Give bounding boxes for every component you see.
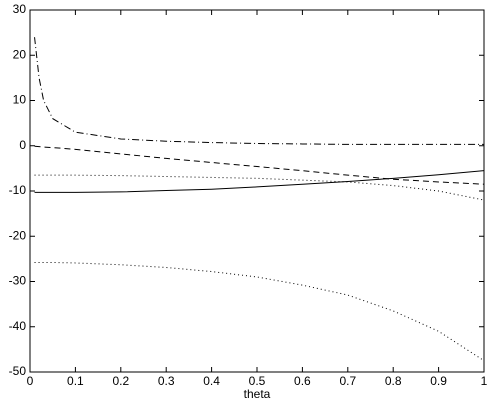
y-tick-label: -50 (9, 364, 27, 378)
x-tick-label: 0.9 (430, 374, 447, 388)
data-line (34, 170, 485, 193)
y-tick-label: -40 (9, 319, 27, 333)
y-tick-label: -30 (9, 274, 27, 288)
x-tick-label: 0.8 (385, 374, 402, 388)
x-tick-label: 1 (481, 374, 488, 388)
x-tick-label: 0.7 (339, 374, 356, 388)
y-tick-label: 30 (13, 2, 27, 16)
y-tick-label: 10 (13, 93, 27, 107)
x-tick-label: 0.1 (67, 374, 84, 388)
plot-frame (29, 9, 485, 373)
data-line (34, 174, 485, 201)
data-line (34, 262, 485, 362)
x-tick-label: 0.6 (294, 374, 311, 388)
x-tick-label: 0.3 (158, 374, 175, 388)
x-axis-label: theta (244, 387, 271, 401)
data-line (34, 37, 484, 145)
x-tick-label: 0.5 (249, 374, 266, 388)
y-tick-label: -20 (9, 228, 27, 242)
x-tick-label: 0 (27, 374, 34, 388)
y-tick-label: 0 (19, 138, 26, 152)
y-tick-label: 20 (13, 47, 27, 61)
y-tick-label: -10 (9, 183, 27, 197)
x-tick-label: 0.4 (203, 374, 220, 388)
x-tick-label: 0.2 (112, 374, 129, 388)
